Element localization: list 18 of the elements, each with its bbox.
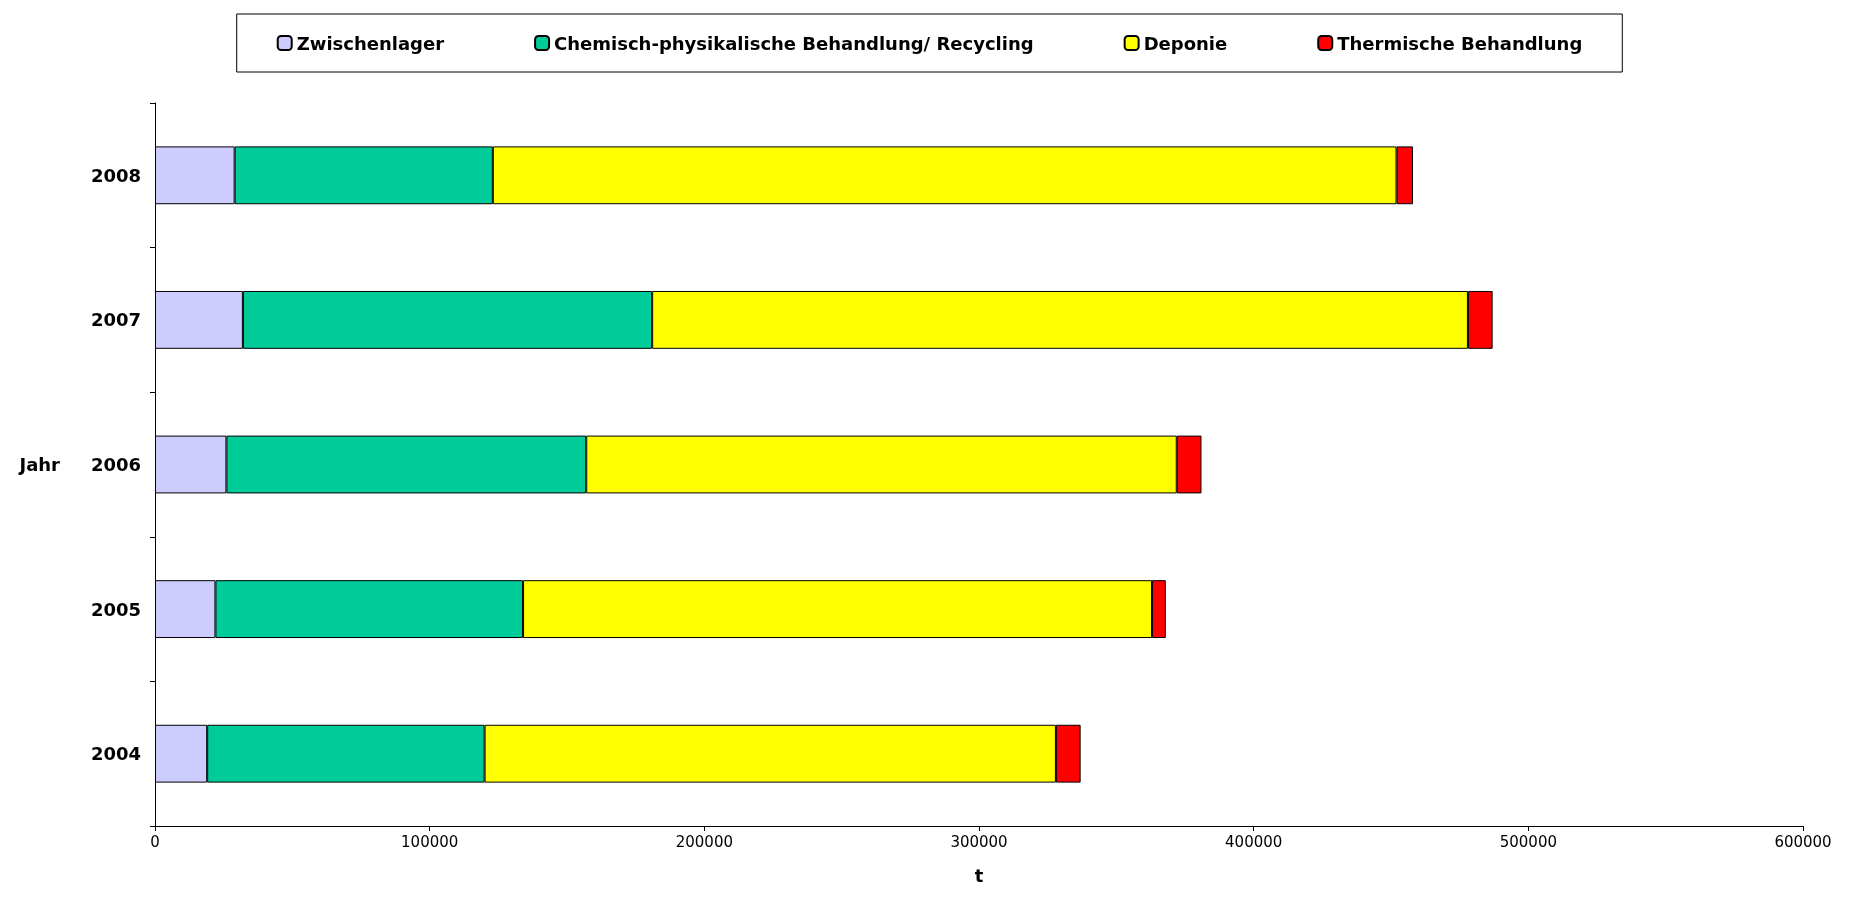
legend-label: Chemisch-physikalische Behandlung/ Recycling	[554, 32, 1034, 54]
y-tick-label: 2008	[90, 164, 141, 186]
x-tick-label: 500000	[1499, 832, 1557, 851]
x-tick-label: 0	[150, 832, 160, 851]
y-tick-label: 2005	[90, 598, 141, 620]
y-tick-label: 2004	[90, 743, 141, 765]
y-axis-title: Jahr	[17, 454, 61, 475]
legend-label: Deponie	[1143, 32, 1228, 54]
legend-label: Thermische Behandlung	[1337, 32, 1583, 54]
x-axis-title: t	[974, 864, 984, 886]
x-tick-label: 100000	[401, 832, 459, 851]
x-tick-label: 400000	[1225, 832, 1283, 851]
x-tick-label: 600000	[1774, 832, 1832, 851]
x-tick-label: 300000	[950, 832, 1008, 851]
legend-label: Zwischenlager	[296, 32, 445, 54]
y-tick-label: 2007	[90, 309, 141, 331]
x-tick-label: 200000	[675, 832, 733, 851]
y-tick-label: 2006	[90, 454, 141, 475]
